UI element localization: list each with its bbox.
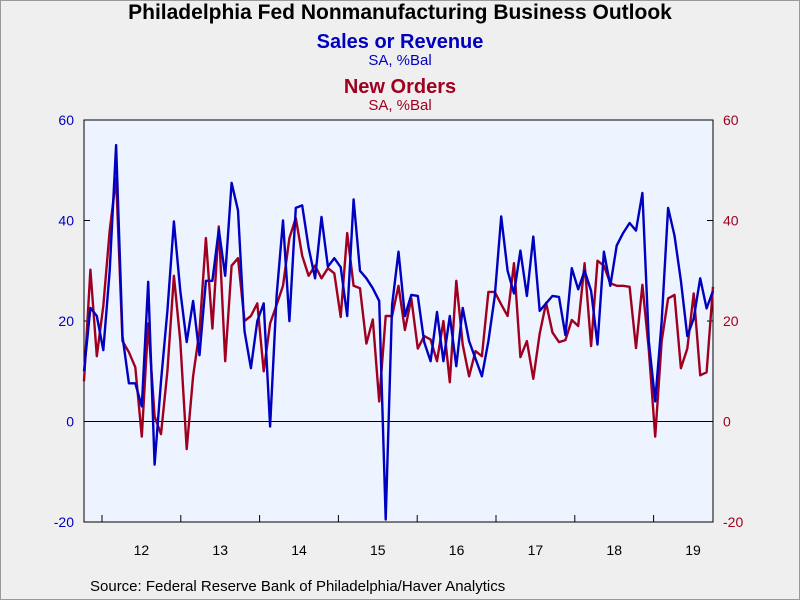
left-y-tick-label: -20 [54,514,74,530]
x-tick-label: 14 [291,542,307,558]
chart-title: Philadelphia Fed Nonmanufacturing Busine… [128,1,672,24]
x-tick-label: 17 [528,542,544,558]
x-tick-label: 18 [606,542,622,558]
left-y-tick-label: 20 [58,313,74,329]
x-tick-label: 15 [370,542,386,558]
series1-subtitle: SA, %Bal [368,52,432,69]
right-y-tick-label: 20 [723,313,739,329]
left-y-tick-label: 40 [58,213,74,229]
right-y-tick-label: 60 [723,112,739,128]
right-y-tick-label: 40 [723,213,739,229]
x-tick-label: 12 [134,542,150,558]
series-line-sales-or-revenue [82,143,715,521]
series2-subtitle: SA, %Bal [368,97,432,114]
x-tick-label: 19 [685,542,701,558]
left-y-tick-label: 60 [58,112,74,128]
right-y-tick-label: -20 [723,514,743,530]
left-y-tick-label: 0 [66,414,74,430]
x-tick-label: 16 [449,542,465,558]
series2-title: New Orders [343,76,457,98]
source-note: Source: Federal Reserve Bank of Philadel… [90,578,506,595]
right-y-tick-label: 0 [723,414,731,430]
series1-title: Sales or Revenue [316,31,484,53]
x-tick-label: 13 [212,542,228,558]
